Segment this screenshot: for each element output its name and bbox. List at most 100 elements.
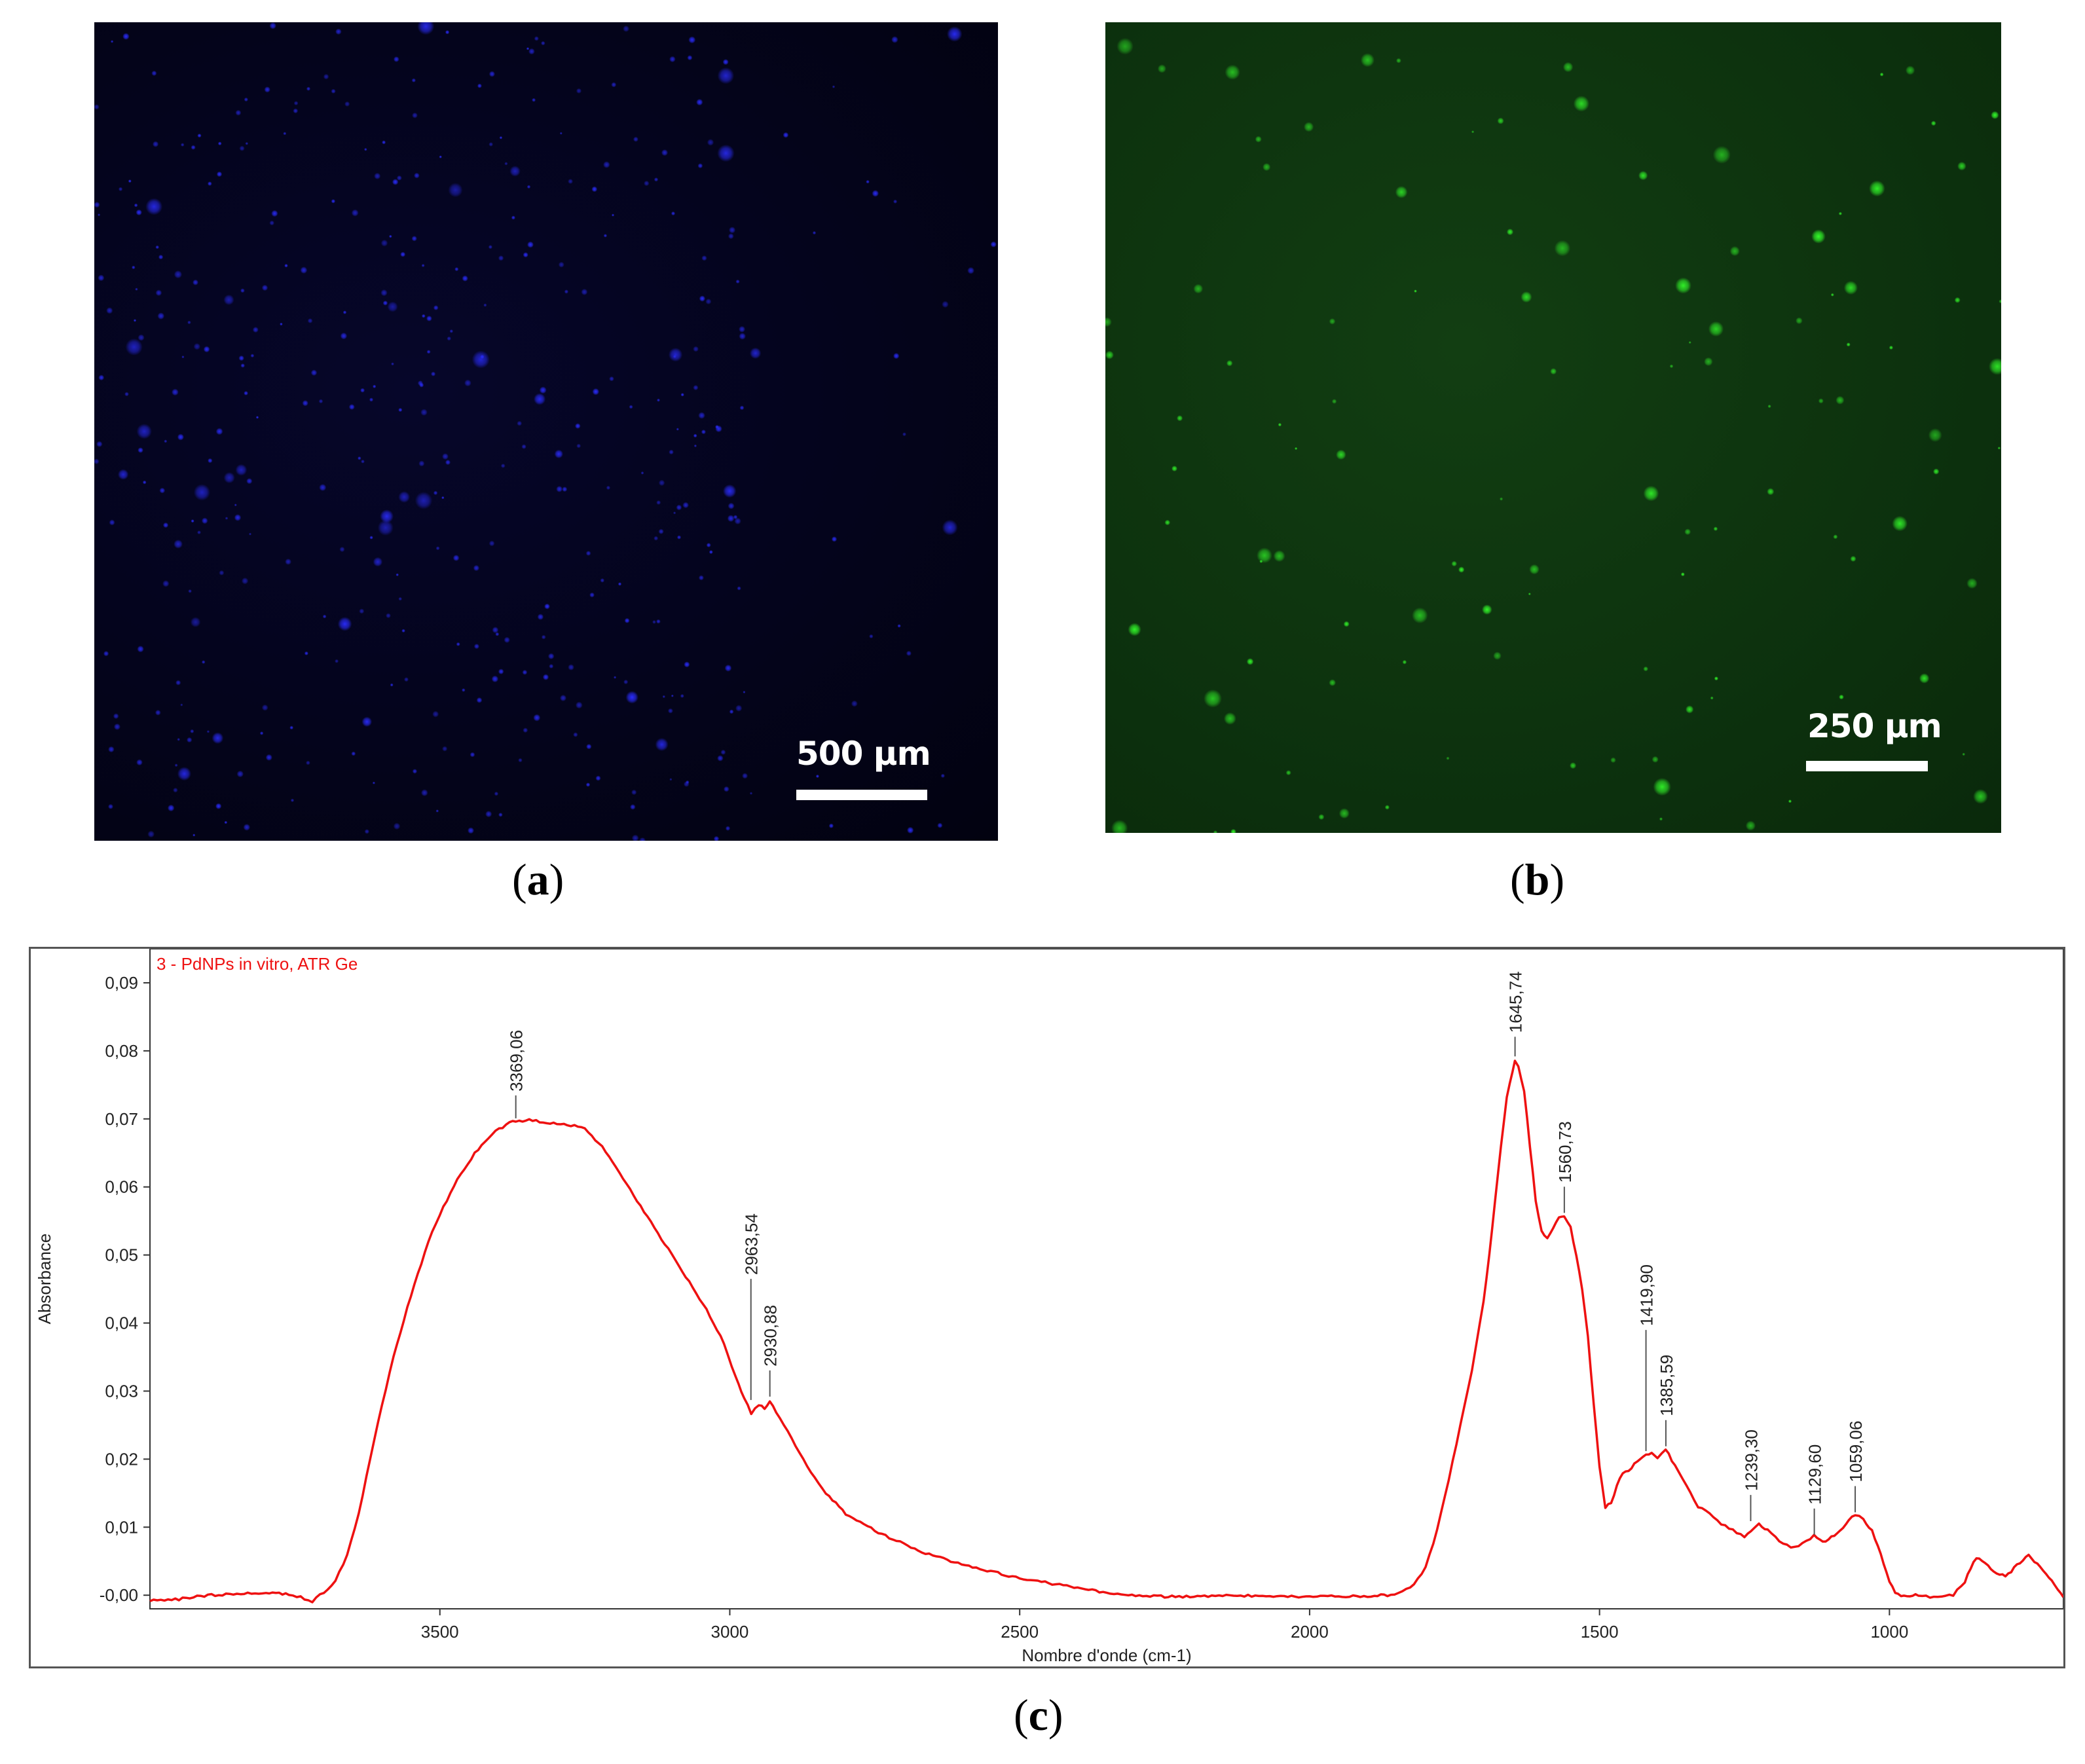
- fluorescent-dot: [392, 179, 399, 185]
- fluorescent-dot: [729, 227, 736, 234]
- x-tick-label: 1000: [1870, 1622, 1908, 1642]
- fluorescent-dot: [1213, 830, 1218, 833]
- fluorescent-dot: [244, 97, 248, 102]
- fluorescent-dot: [1451, 560, 1457, 567]
- fluorescent-dot: [1263, 163, 1271, 172]
- fluorescent-dot: [337, 617, 352, 631]
- chart-canvas: 3 - PdNPs in vitro, ATR Ge -0,00 0,01 0,02 0…: [35, 949, 2063, 1665]
- fluorescent-dot: [215, 428, 223, 435]
- fluorescent-dot: [1928, 428, 1942, 442]
- fluorescent-dot: [239, 145, 245, 151]
- fluorescent-dot: [705, 299, 712, 304]
- fluorescent-dot: [564, 289, 569, 294]
- fluorescent-dot: [415, 492, 433, 509]
- fluorescent-dot: [344, 101, 350, 107]
- fluorescent-dot: [707, 139, 714, 146]
- fluorescent-dot: [1889, 345, 1893, 350]
- fluorescent-dot: [331, 199, 336, 204]
- fluorescent-dot: [431, 371, 436, 377]
- fluorescent-dot: [151, 70, 157, 76]
- fluorescent-dot: [470, 752, 475, 758]
- fluorescent-dot: [360, 388, 365, 393]
- fluorescent-dot: [1384, 805, 1390, 810]
- fluorescent-dot: [208, 458, 213, 464]
- fluorescent-dot: [398, 597, 402, 601]
- fluorescent-dot: [671, 211, 676, 216]
- fluorescent-dots-b: [1105, 37, 2001, 833]
- fluorescent-dot: [1570, 762, 1577, 769]
- fluorescent-dot: [280, 322, 283, 326]
- fluorescent-dot: [1343, 621, 1350, 627]
- fluorescent-dot: [411, 236, 417, 242]
- fluorescent-dot: [541, 41, 545, 46]
- fluorescent-dot: [289, 726, 294, 730]
- fluorescent-dot: [618, 582, 622, 586]
- fluorescent-dot: [528, 48, 535, 55]
- spectrum-line: [149, 1059, 2063, 1604]
- fluorescent-dot: [435, 809, 439, 813]
- fluorescent-dot: [729, 709, 734, 714]
- fluorescent-dot: [456, 642, 460, 646]
- fluorescent-dot: [1651, 756, 1659, 763]
- fluorescent-dot: [473, 564, 480, 572]
- fluorescent-dot: [118, 469, 129, 480]
- fluorescent-dot: [749, 347, 762, 359]
- fluorescent-dot: [891, 36, 898, 43]
- fluorescent-dot: [654, 536, 659, 541]
- fluorescent-dot: [174, 540, 183, 549]
- fluorescent-dot: [98, 274, 105, 282]
- fluorescent-dot: [180, 143, 185, 147]
- fluorescent-dot: [1989, 358, 2001, 375]
- fluorescent-dot: [658, 479, 665, 487]
- fluorescent-dot: [177, 738, 180, 741]
- fluorescent-dot: [419, 382, 424, 388]
- fluorescent-dot: [1905, 65, 1915, 75]
- fluorescent-dot: [1285, 770, 1291, 776]
- fluorescent-dot: [667, 708, 673, 714]
- fluorescent-dot: [351, 751, 356, 756]
- fluorescent-dot: [374, 172, 381, 179]
- fluorescent-dot: [585, 782, 591, 787]
- fluorescent-dot: [401, 629, 405, 633]
- fluorescent-dot: [193, 279, 198, 285]
- fluorescent-dot: [488, 245, 493, 249]
- fluorescent-dot: [657, 398, 660, 402]
- fluorescent-dot: [504, 162, 508, 166]
- fluorescent-dot: [1573, 96, 1589, 112]
- fluorescent-dot: [412, 112, 418, 119]
- fluorescent-dot: [447, 336, 451, 341]
- fluorescent-dot: [369, 536, 373, 540]
- fluorescent-dot: [611, 213, 615, 217]
- fluorescent-dot: [113, 713, 119, 720]
- fluorescent-dot: [498, 813, 503, 817]
- fluorescent-dot: [576, 88, 582, 94]
- fluorescent-dot: [477, 83, 482, 88]
- fluorescent-dot: [652, 620, 656, 624]
- fluorescent-dot: [693, 433, 697, 438]
- fluorescent-dot: [1506, 229, 1514, 236]
- fluorescent-dot: [633, 136, 638, 142]
- fluorescent-dot: [1329, 679, 1336, 686]
- fluorescent-dot: [1402, 659, 1407, 665]
- fluorescent-dot: [1396, 58, 1401, 64]
- fluorescent-dot: [250, 354, 255, 358]
- fluorescent-dot: [739, 325, 746, 333]
- fluorescent-dot: [600, 578, 605, 583]
- fluorescent-dot: [1811, 229, 1826, 244]
- fluorescent-dot: [815, 774, 819, 779]
- fluorescent-dot: [1843, 280, 1858, 295]
- fluorescent-dot: [576, 443, 581, 449]
- fluorescent-dot: [207, 181, 212, 186]
- fluorescent-dot: [638, 837, 646, 841]
- fluorescent-dot: [568, 664, 574, 671]
- fluorescent-dot: [688, 36, 696, 44]
- fluorescent-dot: [377, 520, 394, 536]
- fluorescent-dot: [480, 354, 485, 359]
- fluorescent-dot: [1714, 676, 1718, 681]
- fluorescent-dot: [269, 220, 275, 226]
- x-tick-label: 2500: [1001, 1622, 1039, 1642]
- fluorescent-dot: [364, 829, 369, 834]
- fluorescent-dot: [742, 773, 748, 779]
- fluorescent-dot: [534, 393, 546, 405]
- fluorescent-dot: [783, 132, 789, 138]
